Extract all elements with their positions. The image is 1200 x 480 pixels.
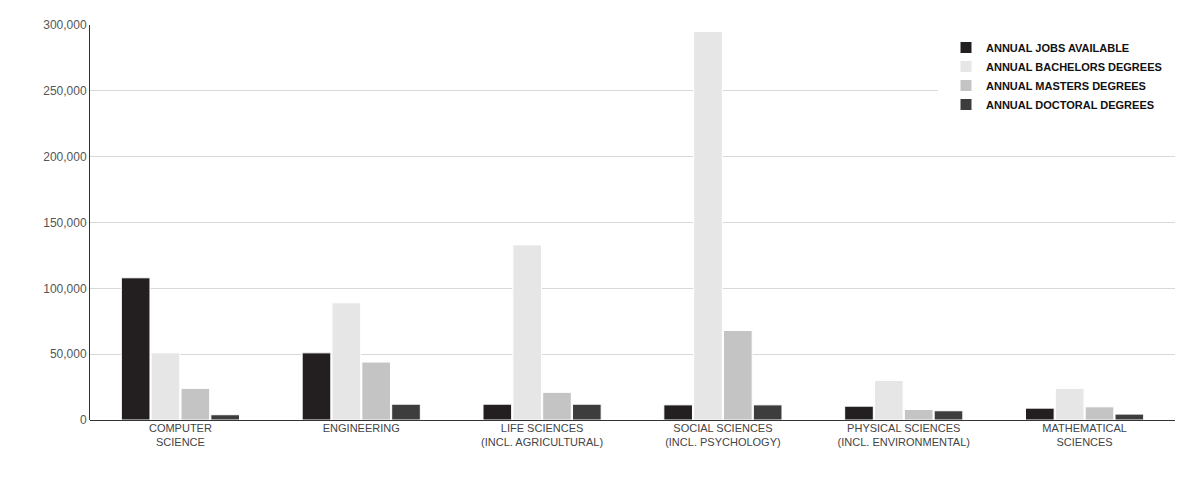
svg-text:250,000: 250,000 <box>43 84 87 98</box>
svg-text:ANNUAL BACHELORS DEGREES: ANNUAL BACHELORS DEGREES <box>986 61 1162 73</box>
svg-text:PHYSICAL SCIENCES(INCL. ENVIRO: PHYSICAL SCIENCES(INCL. ENVIRONMENTAL) <box>838 422 970 448</box>
svg-text:100,000: 100,000 <box>43 282 87 296</box>
svg-text:50,000: 50,000 <box>50 347 87 361</box>
svg-text:ENGINEERING: ENGINEERING <box>323 422 400 434</box>
svg-text:COMPUTERSCIENCE: COMPUTERSCIENCE <box>149 422 212 448</box>
svg-text:150,000: 150,000 <box>43 216 87 230</box>
svg-text:SOCIAL SCIENCES(INCL. PSYCHOLO: SOCIAL SCIENCES(INCL. PSYCHOLOGY) <box>665 422 781 448</box>
svg-text:0: 0 <box>80 413 87 427</box>
svg-text:200,000: 200,000 <box>43 150 87 164</box>
svg-text:ANNUAL MASTERS DEGREES: ANNUAL MASTERS DEGREES <box>986 80 1146 92</box>
svg-text:LIFE SCIENCES(INCL. AGRICULTUR: LIFE SCIENCES(INCL. AGRICULTURAL) <box>481 422 603 448</box>
svg-text:ANNUAL DOCTORAL DEGREES: ANNUAL DOCTORAL DEGREES <box>986 99 1154 111</box>
svg-text:300,000: 300,000 <box>43 18 87 32</box>
svg-text:ANNUAL JOBS AVAILABLE: ANNUAL JOBS AVAILABLE <box>986 42 1129 54</box>
svg-text:MATHEMATICALSCIENCES: MATHEMATICALSCIENCES <box>1042 422 1127 448</box>
